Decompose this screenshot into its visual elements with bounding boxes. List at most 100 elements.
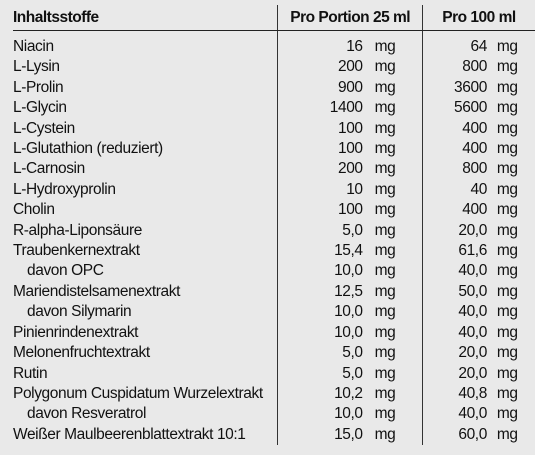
portion-value: 10,0 xyxy=(277,261,373,282)
ingredient-name: Polygonum Cuspidatum Wurzelextrakt xyxy=(13,384,263,402)
table-row: L-Lysin 200 mg 800 mg xyxy=(13,57,535,78)
portion-value: 10 xyxy=(277,179,373,201)
portion-unit: mg xyxy=(374,344,396,362)
ingredient-name: L-Prolin xyxy=(13,78,64,96)
per100-value: 40,0 xyxy=(421,404,497,425)
per100-value: 40 xyxy=(421,179,497,201)
portion-value: 200 xyxy=(277,159,373,180)
portion-unit: mg xyxy=(374,201,396,219)
table-row: Niacin 16 mg 64 mg xyxy=(13,30,535,58)
portion-unit: mg xyxy=(374,119,396,137)
table-row: L-Glutathion (reduziert) 100 mg 400 mg xyxy=(13,139,535,160)
per100-unit: mg xyxy=(496,323,518,341)
per100-unit: mg xyxy=(496,425,518,443)
portion-value: 15,4 xyxy=(277,241,373,262)
per100-value: 40,0 xyxy=(421,261,497,282)
table-row: R-alpha-Liponsäure 5,0 mg 20,0 mg xyxy=(13,220,535,242)
portion-unit: mg xyxy=(374,364,396,382)
portion-unit: mg xyxy=(374,384,396,402)
portion-unit: mg xyxy=(374,282,396,300)
portion-value: 10,2 xyxy=(277,383,373,405)
portion-unit: mg xyxy=(374,405,396,423)
ingredient-name: L-Lysin xyxy=(13,58,60,76)
per100-value: 64 xyxy=(421,30,497,58)
per100-value: 20,0 xyxy=(421,343,497,364)
per100-unit: mg xyxy=(496,58,518,76)
table-row: davon OPC 10,0 mg 40,0 mg xyxy=(13,261,535,282)
per100-unit: mg xyxy=(496,384,518,402)
portion-value: 900 xyxy=(277,77,373,99)
ingredient-name: davon Silymarin xyxy=(27,303,132,321)
portion-value: 100 xyxy=(277,118,373,140)
table-row: Mariendistelsamenextrakt 12,5 mg 50,0 mg xyxy=(13,281,535,303)
table-body: Niacin 16 mg 64 mg L-Lysin 200 mg 800 mg L-Prolin 9… xyxy=(13,30,535,446)
portion-value: 1400 xyxy=(277,98,373,119)
table-row: Weißer Maulbeerenblattextrakt 10:1 15,0 mg… xyxy=(13,424,535,446)
portion-value: 10,0 xyxy=(277,322,373,344)
per100-unit: mg xyxy=(496,262,518,280)
portion-unit: mg xyxy=(374,78,396,96)
per100-unit: mg xyxy=(496,119,518,137)
table-row: Pinienrindenextrakt 10,0 mg 40,0 mg xyxy=(13,322,535,344)
per100-value: 5600 xyxy=(421,98,497,119)
per100-unit: mg xyxy=(496,364,518,382)
portion-value: 100 xyxy=(277,139,373,160)
ingredient-name: L-Carnosin xyxy=(13,160,85,178)
ingredient-name: Pinienrindenextrakt xyxy=(13,323,139,341)
table-row: Rutin 5,0 mg 20,0 mg xyxy=(13,363,535,384)
portion-unit: mg xyxy=(374,262,396,280)
per100-value: 400 xyxy=(421,200,497,221)
per100-value: 50,0 xyxy=(421,281,497,303)
portion-unit: mg xyxy=(374,221,396,239)
portion-value: 5,0 xyxy=(277,343,373,364)
per100-unit: mg xyxy=(496,201,518,219)
portion-value: 5,0 xyxy=(277,363,373,384)
header-per-100ml: Pro 100 ml xyxy=(421,5,535,31)
header-ingredients: Inhaltsstoffe xyxy=(13,5,278,31)
per100-unit: mg xyxy=(496,38,518,55)
per100-unit: mg xyxy=(496,78,518,96)
ingredient-name: L-Hydroxyprolin xyxy=(13,180,116,198)
ingredient-name: davon Resveratrol xyxy=(27,405,146,423)
header-per-portion: Pro Portion 25 ml xyxy=(277,5,423,31)
table-row: L-Cystein 100 mg 400 mg xyxy=(13,118,535,140)
table-row: davon Resveratrol 10,0 mg 40,0 mg xyxy=(13,404,535,425)
table-row: L-Glycin 1400 mg 5600 mg xyxy=(13,98,535,119)
table-row: L-Carnosin 200 mg 800 mg xyxy=(13,159,535,180)
portion-unit: mg xyxy=(374,58,396,76)
ingredient-name: davon OPC xyxy=(27,262,104,280)
portion-unit: mg xyxy=(374,38,396,55)
per100-value: 40,0 xyxy=(421,302,497,323)
per100-unit: mg xyxy=(496,303,518,321)
per100-unit: mg xyxy=(496,180,518,198)
ingredient-name: L-Cystein xyxy=(13,119,75,137)
table-row: Traubenkernextrakt 15,4 mg 61,6 mg xyxy=(13,241,535,262)
per100-unit: mg xyxy=(496,282,518,300)
per100-unit: mg xyxy=(496,160,518,178)
table-row: Cholin 100 mg 400 mg xyxy=(13,200,535,221)
ingredient-name: Mariendistelsamenextrakt xyxy=(13,282,181,300)
per100-value: 40,8 xyxy=(421,383,497,405)
portion-unit: mg xyxy=(374,160,396,178)
per100-unit: mg xyxy=(496,99,518,117)
ingredients-table: Inhaltsstoffe Pro Portion 25 ml Pro 100 … xyxy=(13,5,535,446)
portion-value: 5,0 xyxy=(277,220,373,242)
portion-value: 10,0 xyxy=(277,302,373,323)
per100-value: 20,0 xyxy=(421,363,497,384)
per100-unit: mg xyxy=(496,140,518,158)
ingredient-name: R-alpha-Liponsäure xyxy=(13,221,142,239)
table-row: L-Prolin 900 mg 3600 mg xyxy=(13,77,535,99)
portion-value: 16 xyxy=(277,30,373,58)
per100-value: 3600 xyxy=(421,77,497,99)
portion-value: 12,5 xyxy=(277,281,373,303)
per100-unit: mg xyxy=(496,344,518,362)
table-row: Melonenfruchtextrakt 5,0 mg 20,0 mg xyxy=(13,343,535,364)
ingredient-name: Niacin xyxy=(13,38,54,55)
per100-unit: mg xyxy=(496,242,518,260)
per100-value: 20,0 xyxy=(421,220,497,242)
per100-value: 400 xyxy=(421,118,497,140)
per100-value: 60,0 xyxy=(421,424,497,446)
table-row: L-Hydroxyprolin 10 mg 40 mg xyxy=(13,179,535,201)
table-row: davon Silymarin 10,0 mg 40,0 mg xyxy=(13,302,535,323)
